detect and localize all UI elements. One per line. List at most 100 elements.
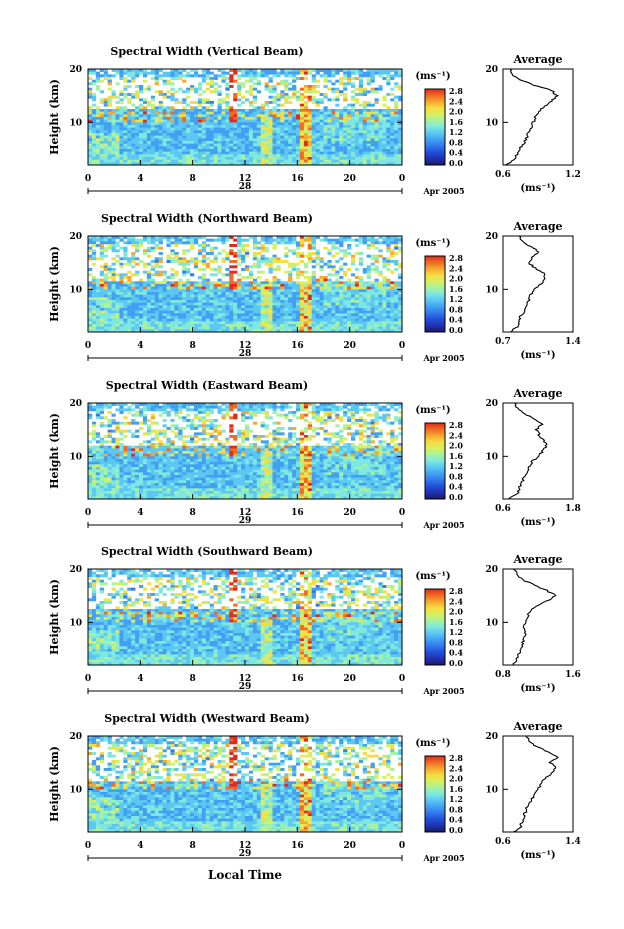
x-tick-label: 16 — [291, 508, 304, 518]
average-unit: (ms⁻¹) — [520, 850, 555, 861]
average-title: Average — [512, 720, 562, 733]
avg-y-tick-label: 20 — [485, 399, 498, 409]
day-label: 29 — [239, 849, 252, 859]
colorbar-tick: 1.6 — [449, 451, 463, 461]
average-profile: Average 20 10 0.6 1.4 (ms⁻¹) — [485, 720, 580, 861]
colorbar-tick: 2.8 — [449, 86, 463, 96]
date-label: Apr 2005 — [422, 353, 464, 363]
colorbar-tick: 0.0 — [449, 658, 463, 668]
average-line — [512, 568, 557, 666]
colorbar-tick: 0.4 — [449, 315, 463, 325]
y-tick-label: 20 — [69, 65, 82, 75]
colorbar-unit: (ms⁻¹) — [415, 571, 450, 582]
average-profile: Average 20 10 0.7 1.4 (ms⁻¹) — [485, 220, 580, 361]
x-tick-label: 0 — [85, 508, 91, 518]
avg-x-tick-label: 0.6 — [495, 504, 511, 514]
x-tick-label: 20 — [343, 674, 356, 684]
avg-y-tick-label: 20 — [485, 565, 498, 575]
x-tick-label: 0 — [399, 841, 405, 851]
colorbar-tick: 2.0 — [449, 107, 463, 117]
colorbar-unit: (ms⁻¹) — [415, 738, 450, 749]
colorbar-tick: 2.4 — [449, 763, 463, 773]
colorbar-tick: 2.0 — [449, 441, 463, 451]
x-tick-label: 20 — [343, 508, 356, 518]
heatmap — [88, 403, 403, 500]
average-profile: Average 20 10 0.6 1.8 (ms⁻¹) — [485, 387, 580, 528]
x-tick-label: 8 — [190, 508, 196, 518]
avg-x-tick-label: 0.6 — [495, 170, 511, 180]
heatmap — [88, 69, 403, 166]
date-label: Apr 2005 — [422, 853, 464, 863]
chart-title: Spectral Width (Southward Beam) — [101, 545, 313, 558]
panel-0: Spectral Width (Vertical Beam) 20 10 Height… — [48, 45, 581, 196]
colorbar-unit: (ms⁻¹) — [415, 238, 450, 249]
avg-x-tick-label: 1.4 — [565, 837, 581, 847]
average-unit: (ms⁻¹) — [520, 183, 555, 194]
y-axis-label: Height (km) — [48, 746, 61, 822]
y-axis-label: Height (km) — [48, 79, 61, 155]
y-axis-label: Height (km) — [48, 413, 61, 489]
date-label: Apr 2005 — [422, 686, 464, 696]
average-line — [508, 402, 548, 500]
colorbar-tick: 0.4 — [449, 482, 463, 492]
avg-y-tick-label: 10 — [485, 118, 498, 128]
colorbar-tick: 0.8 — [449, 304, 463, 314]
panel-2: Spectral Width (Eastward Beam) 20 10 Height… — [48, 379, 581, 530]
y-tick-label: 10 — [69, 785, 82, 795]
heatmap — [88, 236, 403, 333]
heatmap — [88, 736, 403, 833]
colorbar: (ms⁻¹) 2.82.42.01.61.20.80.40.0 — [415, 238, 463, 335]
colorbar: (ms⁻¹) 2.82.42.01.61.20.80.40.0 — [415, 571, 463, 668]
y-axis-label: Height (km) — [48, 246, 61, 322]
x-tick-label: 12 — [239, 174, 252, 184]
average-unit: (ms⁻¹) — [520, 517, 555, 528]
colorbar-tick: 0.8 — [449, 471, 463, 481]
heatmap — [88, 569, 403, 666]
colorbar-tick: 0.8 — [449, 137, 463, 147]
average-title: Average — [512, 53, 562, 66]
y-tick-label: 10 — [69, 618, 82, 628]
y-tick-label: 20 — [69, 732, 82, 742]
panel-4: Spectral Width (Westward Beam) 20 10 Height… — [48, 712, 581, 863]
day-label: 28 — [239, 349, 252, 359]
colorbar-tick: 1.6 — [449, 284, 463, 294]
average-title: Average — [512, 553, 562, 566]
colorbar-tick: 1.6 — [449, 117, 463, 127]
x-tick-label: 0 — [85, 341, 91, 351]
x-tick-label: 4 — [137, 174, 143, 184]
x-tick-label: 8 — [190, 841, 196, 851]
y-tick-label: 20 — [69, 565, 82, 575]
avg-x-tick-label: 1.2 — [565, 170, 581, 180]
colorbar-unit: (ms⁻¹) — [415, 405, 450, 416]
colorbar-tick: 1.6 — [449, 784, 463, 794]
x-tick-label: 4 — [137, 508, 143, 518]
colorbar-tick: 0.0 — [449, 492, 463, 502]
colorbar: (ms⁻¹) 2.82.42.01.61.20.80.40.0 — [415, 71, 463, 168]
avg-x-tick-label: 1.4 — [565, 337, 581, 347]
x-tick-label: 20 — [343, 841, 356, 851]
colorbar: (ms⁻¹) 2.82.42.01.61.20.80.40.0 — [415, 405, 463, 502]
colorbar-tick: 2.8 — [449, 753, 463, 763]
colorbar-tick: 2.4 — [449, 263, 463, 273]
avg-y-tick-label: 10 — [485, 285, 498, 295]
colorbar-tick: 1.2 — [449, 794, 463, 804]
avg-y-tick-label: 10 — [485, 785, 498, 795]
avg-x-tick-label: 1.6 — [565, 670, 581, 680]
date-label: Apr 2005 — [422, 186, 464, 196]
average-unit: (ms⁻¹) — [520, 683, 555, 694]
y-tick-label: 10 — [69, 452, 82, 462]
avg-x-tick-label: 0.7 — [495, 337, 511, 347]
x-tick-label: 16 — [291, 174, 304, 184]
y-tick-label: 10 — [69, 118, 82, 128]
x-tick-label: 12 — [239, 508, 252, 518]
colorbar-tick: 0.4 — [449, 148, 463, 158]
colorbar-tick: 2.8 — [449, 586, 463, 596]
y-tick-label: 20 — [69, 232, 82, 242]
colorbar-tick: 1.2 — [449, 627, 463, 637]
y-axis-label: Height (km) — [48, 579, 61, 655]
colorbar-tick: 2.8 — [449, 420, 463, 430]
y-tick-label: 20 — [69, 399, 82, 409]
x-tick-label: 16 — [291, 341, 304, 351]
colorbar-tick: 0.0 — [449, 158, 463, 168]
